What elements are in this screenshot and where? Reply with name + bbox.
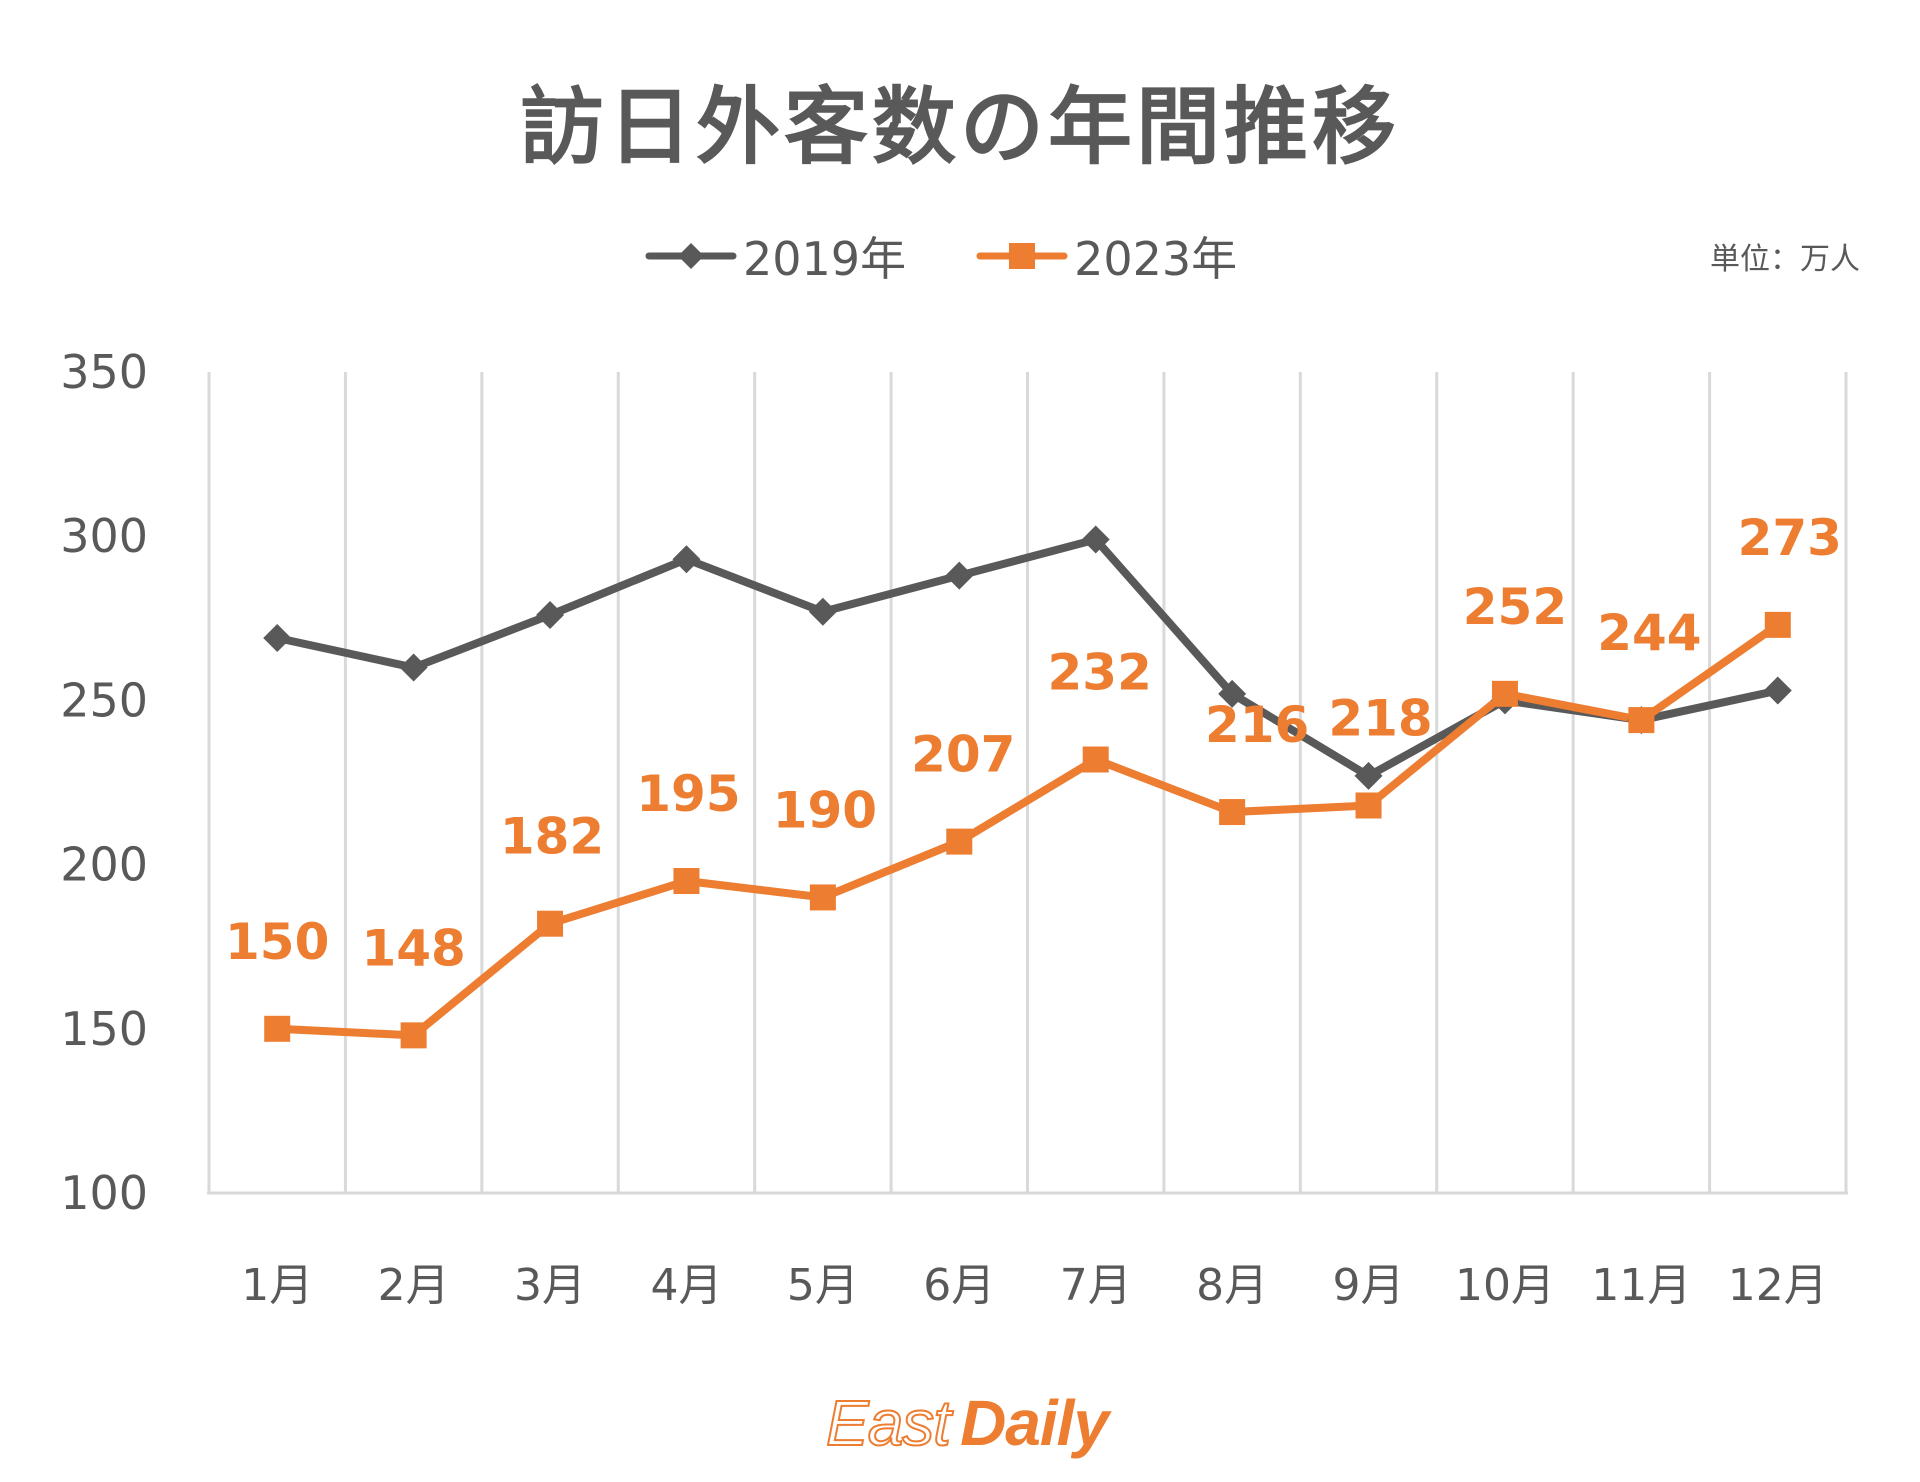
square-marker bbox=[1764, 611, 1791, 638]
legend-label-2019: 2019年 bbox=[743, 232, 907, 286]
x-tick-label: 8月 bbox=[1196, 1260, 1268, 1311]
square-marker bbox=[264, 1015, 291, 1042]
data-label: 207 bbox=[911, 726, 1015, 784]
data-label: 232 bbox=[1048, 644, 1152, 702]
square-marker bbox=[1628, 707, 1655, 734]
square-marker bbox=[673, 868, 700, 895]
square-marker bbox=[1491, 680, 1518, 707]
y-tick-label: 100 bbox=[60, 1166, 148, 1220]
data-label: 244 bbox=[1597, 604, 1701, 662]
logo-east: East bbox=[825, 1386, 952, 1460]
square-marker bbox=[537, 910, 564, 937]
diamond-marker bbox=[1218, 679, 1247, 708]
diamond-marker bbox=[1763, 676, 1792, 705]
diamond-marker bbox=[945, 561, 974, 590]
legend-label-2023: 2023年 bbox=[1074, 232, 1238, 286]
data-label: 273 bbox=[1738, 509, 1842, 567]
x-tick-label: 6月 bbox=[923, 1260, 995, 1311]
unit-label: 単位：万人 bbox=[1710, 242, 1860, 277]
data-label: 252 bbox=[1463, 578, 1567, 636]
series-markers bbox=[263, 525, 1792, 1049]
data-label: 195 bbox=[636, 765, 740, 823]
square-marker bbox=[1082, 746, 1109, 773]
data-label: 218 bbox=[1328, 689, 1432, 747]
square-marker-icon bbox=[976, 243, 1068, 269]
y-tick-label: 150 bbox=[60, 1002, 148, 1056]
diamond-marker-icon bbox=[645, 243, 737, 269]
legend-item-2019: 2019年 bbox=[645, 223, 906, 289]
square-marker bbox=[946, 828, 973, 855]
x-tick-label: 10月 bbox=[1455, 1260, 1555, 1311]
x-tick-label: 3月 bbox=[514, 1260, 586, 1311]
x-tick-label: 9月 bbox=[1333, 1260, 1405, 1311]
x-tick-label: 2月 bbox=[378, 1260, 450, 1311]
data-label: 216 bbox=[1205, 696, 1309, 754]
y-tick-label: 250 bbox=[60, 673, 148, 727]
series-lines bbox=[276, 535, 1781, 1040]
data-label: 182 bbox=[500, 808, 604, 866]
square-marker bbox=[1355, 792, 1382, 819]
diamond-marker bbox=[263, 624, 292, 653]
chart-title: 訪日外客数の年間推移 bbox=[519, 78, 1400, 176]
diamond-marker bbox=[536, 601, 565, 630]
x-tick-label: 1月 bbox=[241, 1260, 313, 1311]
x-axis-ticks: 1月 2月 3月 4月 5月 6月 7月 8月 9月 10月 11月 12月 bbox=[241, 1260, 1828, 1311]
y-tick-label: 350 bbox=[60, 345, 148, 399]
series-line-2023年 bbox=[277, 621, 1781, 1040]
x-tick-label: 5月 bbox=[787, 1260, 859, 1311]
east-daily-logo: East Daily bbox=[825, 1386, 1109, 1460]
data-label: 150 bbox=[225, 913, 329, 971]
diamond-marker bbox=[1081, 525, 1110, 554]
diamond-marker bbox=[672, 545, 701, 574]
logo-daily: Daily bbox=[960, 1387, 1109, 1459]
square-marker bbox=[400, 1022, 427, 1049]
diamond-marker bbox=[1354, 761, 1383, 790]
data-label: 190 bbox=[773, 781, 877, 839]
x-tick-label: 11月 bbox=[1591, 1260, 1691, 1311]
y-tick-label: 300 bbox=[60, 509, 148, 563]
diamond-marker bbox=[399, 653, 428, 682]
x-tick-label: 4月 bbox=[650, 1260, 722, 1311]
data-labels: 150 148 182 195 190 207 232 216 218 252 244 273 bbox=[225, 509, 1842, 978]
x-tick-label: 7月 bbox=[1060, 1260, 1132, 1311]
x-tick-label: 12月 bbox=[1728, 1260, 1828, 1311]
y-tick-label: 200 bbox=[60, 838, 148, 892]
y-axis-ticks: 100 150 200 250 300 350 bbox=[60, 345, 148, 1220]
series-line-2019年 bbox=[276, 535, 1779, 780]
legend: 2019年 2023年 bbox=[645, 228, 1307, 286]
square-marker bbox=[1219, 799, 1246, 826]
legend-item-2023: 2023年 bbox=[976, 223, 1237, 289]
diamond-marker bbox=[808, 597, 837, 626]
gridlines bbox=[207, 372, 1848, 1195]
square-marker bbox=[809, 884, 836, 911]
data-label: 148 bbox=[361, 919, 465, 977]
